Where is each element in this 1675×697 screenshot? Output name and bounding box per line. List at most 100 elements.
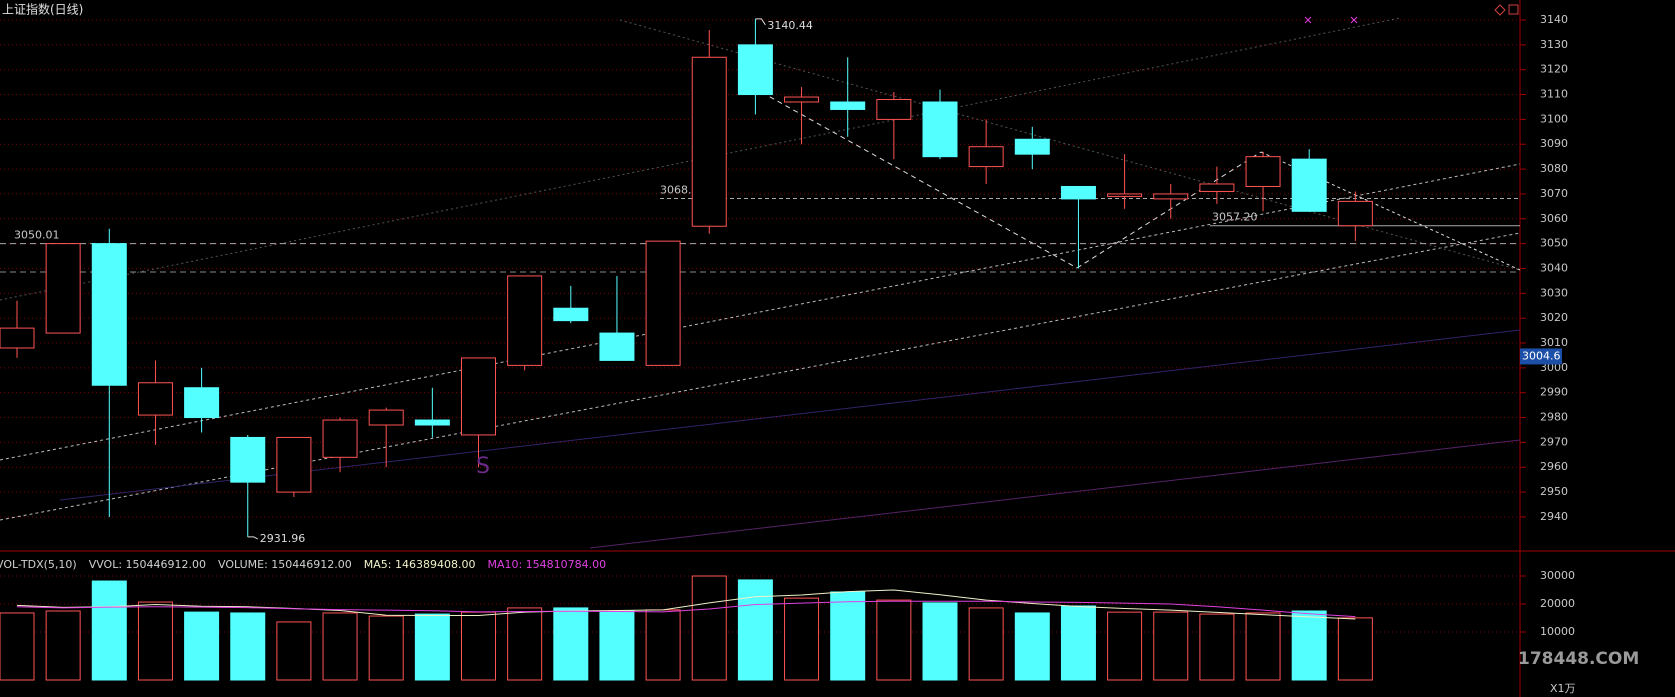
volume-bar	[45, 610, 81, 681]
candle-body	[830, 101, 866, 110]
candle-body	[368, 409, 404, 426]
volume-header-item: VOL-TDX(5,10)	[0, 558, 77, 571]
volume-bar	[876, 599, 912, 681]
candle-body	[599, 332, 635, 361]
volume-bar	[137, 601, 173, 681]
volume-bar	[322, 612, 358, 681]
candle-body	[322, 419, 358, 458]
candle-body	[645, 240, 681, 366]
candle-body	[1014, 138, 1050, 155]
volume-header-item: MA5: 146389408.00	[363, 558, 476, 571]
candle-body	[45, 243, 81, 334]
candle-body	[1337, 200, 1373, 227]
volume-bar	[1107, 611, 1143, 681]
candle-body	[0, 327, 35, 349]
candle-body	[691, 56, 727, 227]
volume-bar	[1060, 605, 1096, 681]
marker-x	[1350, 16, 1358, 24]
volume-bar	[1014, 612, 1050, 681]
marker-x	[1304, 16, 1312, 24]
candle-body	[1153, 193, 1189, 200]
y-tick-label: 20000	[1540, 597, 1575, 610]
volume-bar	[553, 607, 589, 681]
candle-body	[1245, 156, 1281, 187]
signal-marker: S	[476, 454, 490, 479]
candle-body	[1107, 193, 1143, 197]
trend-line	[1076, 151, 1262, 269]
trend-line	[0, 232, 1521, 521]
y-tick-label: 2960	[1540, 460, 1568, 473]
volume-bar	[230, 612, 266, 681]
candle-body	[737, 44, 773, 96]
price-box-label: 3004.6	[1522, 349, 1561, 362]
candle-body	[184, 387, 220, 419]
volume-bar	[1199, 613, 1235, 681]
level-label: 3057.20	[1212, 211, 1258, 224]
y-tick-label: 3070	[1540, 187, 1568, 200]
trend-line	[753, 87, 1078, 269]
volume-header-item: MA10: 154810784.00	[487, 558, 607, 571]
y-tick-label: 2970	[1540, 435, 1568, 448]
chart-title: 上证指数(日线)	[2, 2, 83, 17]
y-tick-label: 3010	[1540, 336, 1568, 349]
level-label: 3050.01	[14, 229, 60, 242]
candle-body	[230, 436, 266, 483]
candle-body	[922, 101, 958, 158]
volume-bar	[1337, 617, 1373, 681]
y-tick-label: 10000	[1540, 625, 1575, 638]
candle-body	[414, 419, 450, 426]
volume-bar	[1153, 611, 1189, 681]
y-tick-label: 3020	[1540, 311, 1568, 324]
candle-body	[876, 99, 912, 120]
volume-bar	[784, 597, 820, 681]
extreme-leader	[247, 536, 258, 540]
trend-line	[0, 163, 1521, 461]
ma-line	[16, 600, 1356, 618]
trend-line	[0, 17, 1401, 301]
volume-bar	[368, 615, 404, 681]
y-tick-label: 2990	[1540, 386, 1568, 399]
y-tick-label: 3130	[1540, 38, 1568, 51]
y-tick-label: 3050	[1540, 237, 1568, 250]
volume-bar	[922, 602, 958, 681]
price-box	[1520, 348, 1562, 365]
y-tick-label: 3080	[1540, 162, 1568, 175]
candle-body	[784, 96, 820, 103]
volume-bar	[0, 612, 35, 681]
volume-bar	[461, 611, 496, 681]
y-tick-label: 3140	[1540, 13, 1568, 26]
volume-bar	[645, 609, 681, 681]
y-tick-label: 3110	[1540, 88, 1568, 101]
icon-diamond	[1494, 4, 1506, 16]
ma-line	[16, 589, 1356, 620]
candle-body	[276, 436, 312, 493]
y-tick-label: 3090	[1540, 137, 1568, 150]
volume-bar	[1291, 610, 1327, 681]
volume-bar	[599, 610, 635, 681]
y-tick-label: 3100	[1540, 112, 1568, 125]
volume-bar	[507, 607, 543, 681]
y-tick-label: 3120	[1540, 63, 1568, 76]
trend-line	[589, 439, 1521, 549]
candle-body	[91, 243, 127, 386]
volume-bar	[276, 621, 312, 681]
candle-body	[137, 382, 173, 416]
volume-bar	[830, 591, 866, 681]
extreme-leader	[755, 18, 766, 26]
volume-bar	[691, 575, 727, 681]
unit-label: X1万	[1550, 682, 1576, 695]
volume-bar	[1245, 612, 1281, 681]
volume-header: VOL-TDX(5,10) VVOL: 150446912.00 VOLUME: 1…	[0, 558, 618, 571]
extreme-label: 3140.44	[767, 19, 813, 32]
candle-body	[553, 307, 589, 322]
y-tick-label: 2940	[1540, 510, 1568, 523]
candle-body	[1060, 185, 1096, 200]
candle-body	[1199, 183, 1235, 192]
volume-bar	[184, 611, 220, 681]
candle-body	[507, 275, 543, 366]
candle-body	[1291, 158, 1327, 212]
y-tick-label: 3040	[1540, 261, 1568, 274]
y-tick-label: 2980	[1540, 411, 1568, 424]
